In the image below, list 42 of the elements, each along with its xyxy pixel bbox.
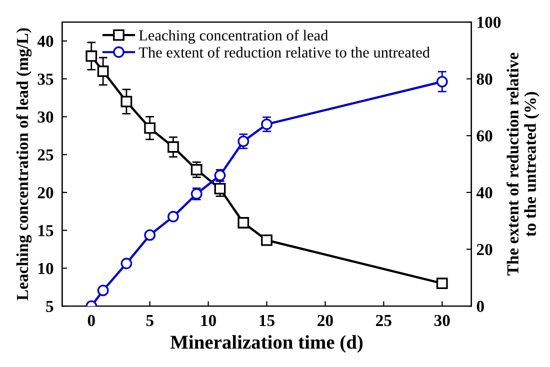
point bbox=[436, 278, 448, 290]
y2-tick-label: 100 bbox=[478, 16, 501, 28]
y-tick-label: 15 bbox=[38, 225, 54, 236]
point bbox=[144, 122, 156, 134]
y2-axis-title: The extent of reduction relative to the untreated (%) bbox=[506, 52, 540, 276]
y-tick-label: 25 bbox=[38, 149, 54, 161]
point bbox=[120, 96, 132, 108]
point bbox=[190, 164, 202, 176]
y-tick-label: 10 bbox=[38, 262, 54, 274]
point bbox=[168, 210, 179, 222]
x-tick-label: 5 bbox=[146, 315, 154, 326]
y2-tick-label: 40 bbox=[476, 187, 492, 198]
point bbox=[86, 50, 98, 62]
point bbox=[261, 118, 272, 130]
x-tick-label: 15 bbox=[260, 314, 274, 326]
point bbox=[214, 182, 226, 194]
point bbox=[120, 258, 132, 270]
x-tick-label: 10 bbox=[201, 314, 216, 326]
x-tick-label: 0 bbox=[88, 314, 95, 326]
legend-label: The extent of reduction relative to the untreated bbox=[138, 46, 430, 58]
legend-label: Leaching concentration of lead bbox=[139, 30, 328, 44]
y2-tick-label: 60 bbox=[476, 130, 492, 142]
y-tick-label: 30 bbox=[38, 111, 54, 123]
y-tick-label: 40 bbox=[37, 36, 54, 47]
y2-tick-label: 0 bbox=[476, 300, 484, 312]
x-tick-label: 30 bbox=[434, 314, 450, 326]
point bbox=[97, 284, 109, 296]
point bbox=[436, 76, 448, 88]
point bbox=[144, 229, 156, 241]
point bbox=[261, 234, 272, 246]
x-axis-title: Mineralization time (d) bbox=[170, 335, 363, 353]
y-tick-label: 20 bbox=[38, 187, 54, 198]
x-tick-label: 20 bbox=[318, 314, 333, 326]
point bbox=[238, 217, 250, 228]
point bbox=[168, 141, 179, 153]
x-tick-label: 25 bbox=[376, 314, 392, 326]
point bbox=[97, 66, 109, 77]
y2-tick-label: 80 bbox=[476, 74, 492, 85]
y-axis-title: Leaching concentration of lead (mg/L) bbox=[16, 28, 32, 300]
y-tick-label: 5 bbox=[46, 300, 54, 312]
y-tick-label: 35 bbox=[38, 74, 54, 85]
y2-tick-label: 20 bbox=[476, 244, 492, 256]
